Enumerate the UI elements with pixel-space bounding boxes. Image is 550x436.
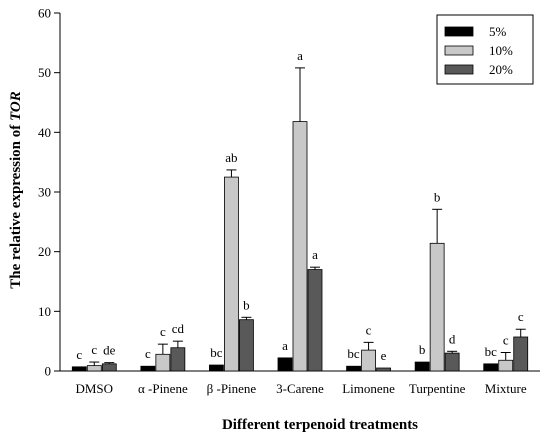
category-label: Limonene (342, 381, 395, 396)
y-axis-title-prefix: The relative expression of (8, 121, 24, 289)
legend-swatch-5pct (444, 26, 474, 37)
bar (224, 176, 239, 372)
bar (155, 353, 171, 372)
significance-label: c (366, 322, 372, 337)
legend-swatch-10pct (444, 45, 474, 56)
significance-label: b (434, 189, 441, 204)
bar (307, 269, 323, 372)
significance-label: bc (210, 345, 223, 360)
significance-label: ab (225, 150, 237, 165)
significance-label: bc (485, 344, 498, 359)
significance-label: a (282, 338, 288, 353)
y-axis-title-gene: TOR (8, 91, 24, 121)
bar (414, 361, 430, 372)
legend-label-5pct: 5% (489, 24, 507, 39)
significance-label: b (243, 297, 250, 312)
category-label: Mixture (485, 381, 527, 396)
bar (170, 347, 186, 372)
significance-label: c (145, 346, 151, 361)
y-tick-label: 10 (38, 304, 51, 319)
y-tick-label: 50 (38, 65, 51, 80)
y-tick-label: 30 (38, 185, 51, 200)
legend-label-20pct: 20% (489, 62, 513, 77)
bar (444, 352, 460, 372)
significance-label: c (518, 309, 524, 324)
legend-swatch-20pct (444, 64, 474, 75)
significance-label: de (103, 343, 116, 358)
category-labels: DMSO α -Pinene β -Pinene 3-Carene Limonene Tu… (75, 381, 526, 396)
bar (86, 365, 102, 372)
significance-label: d (449, 331, 456, 346)
y-axis-title: The relative expression of TOR (8, 91, 24, 289)
significance-label: c (91, 342, 97, 357)
category-label: β -Pinene (207, 381, 257, 396)
legend: 5% 10% 20% (436, 14, 534, 85)
bar (361, 349, 376, 372)
significance-label: c (76, 347, 82, 362)
y-ticks: 0 10 20 30 40 50 60 (38, 6, 60, 379)
significance-label: c (160, 324, 166, 339)
bar (429, 242, 445, 372)
significance-label: bc (347, 346, 360, 361)
x-axis-title: Different terpenoid treatments (222, 417, 418, 433)
bar (71, 366, 87, 372)
bar (292, 121, 308, 372)
category-label: α -Pinene (138, 381, 188, 396)
significance-label: cd (172, 321, 185, 336)
bar (483, 363, 499, 372)
bar (513, 336, 529, 372)
significance-label: a (297, 48, 303, 63)
bar (346, 365, 361, 372)
significance-label: e (381, 348, 387, 363)
significance-label: a (312, 247, 318, 262)
category-label: DMSO (75, 381, 113, 396)
bar (101, 363, 117, 372)
significance-label: b (419, 342, 426, 357)
category-label: Turpentine (409, 381, 466, 396)
y-tick-label: 60 (38, 6, 51, 21)
category-label: 3-Carene (276, 381, 324, 396)
legend-label-10pct: 10% (489, 43, 513, 58)
bar (140, 365, 156, 372)
bar (498, 359, 514, 372)
significance-label: c (503, 333, 509, 348)
y-tick-label: 20 (38, 244, 51, 259)
y-tick-label: 0 (45, 364, 52, 379)
bar (277, 357, 293, 372)
bar (376, 367, 391, 372)
bar (209, 364, 224, 372)
y-tick-label: 40 (38, 125, 51, 140)
bar (239, 319, 254, 372)
